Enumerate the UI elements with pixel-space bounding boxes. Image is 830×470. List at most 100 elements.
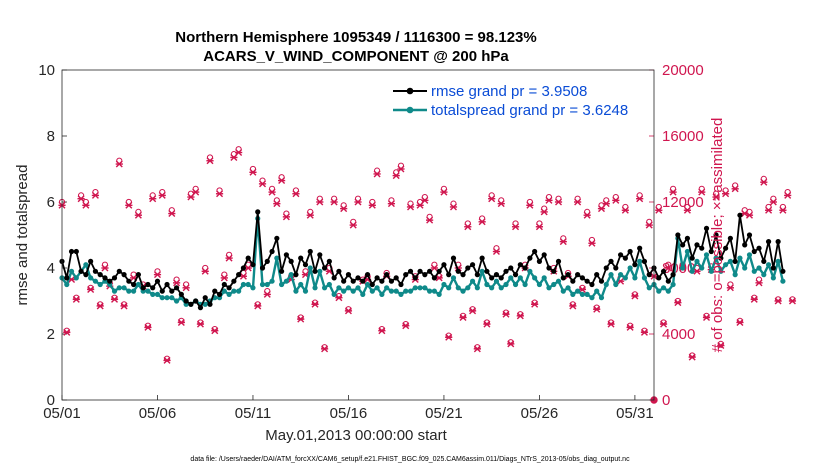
rmse-point <box>575 272 581 278</box>
rmse-point <box>259 265 266 271</box>
rmse-point <box>727 235 733 241</box>
totalspread-point <box>708 268 714 274</box>
x-tick-label: 05/16 <box>330 405 368 422</box>
x-tick-label: 05/21 <box>425 405 463 422</box>
obs-assimilated-point <box>77 195 85 203</box>
totalspread-point <box>536 281 543 288</box>
y-right-tick-label: 16000 <box>662 128 704 145</box>
rmse-point <box>660 268 667 274</box>
rmse-point <box>398 281 404 288</box>
totalspread-point <box>775 258 781 264</box>
rmse-point <box>73 248 79 255</box>
obs-assimilated-point <box>784 191 792 199</box>
rmse-point <box>527 255 533 261</box>
totalspread-point <box>455 285 461 291</box>
obs-assimilated-point <box>488 195 496 203</box>
obs-assimilated-point <box>468 307 477 315</box>
y-right-tick-label: 4000 <box>662 326 695 343</box>
totalspread-point <box>407 288 414 294</box>
obs-assimilated-point <box>722 190 730 198</box>
x-tick-label: 05/01 <box>43 405 81 422</box>
obs-assimilated-point <box>526 201 534 209</box>
totalspread-point <box>97 281 103 288</box>
rmse-point <box>336 268 342 274</box>
rmse-point <box>756 245 762 251</box>
totalspread-point <box>527 268 533 274</box>
obs-assimilated-point <box>607 320 615 328</box>
rmse-point <box>765 239 772 245</box>
totalspread-point <box>302 288 309 294</box>
obs-assimilated-point <box>387 200 396 208</box>
rmse-point <box>579 275 585 281</box>
rmse-point <box>374 275 380 281</box>
rmse-point <box>412 275 418 281</box>
rmse-point <box>350 278 356 284</box>
rmse-point <box>560 275 566 281</box>
obs-assimilated-point <box>626 323 634 331</box>
obs-assimilated-point <box>177 318 185 326</box>
totalspread-point <box>427 288 433 294</box>
obs-assimilated-point <box>559 238 567 246</box>
obs-assimilated-point <box>316 198 324 206</box>
rmse-point <box>212 288 218 294</box>
rmse-point <box>498 275 504 281</box>
obs-assimilated-point <box>273 200 281 208</box>
totalspread-point <box>236 288 242 294</box>
totalspread-point <box>637 258 643 264</box>
totalspread-point <box>393 288 399 294</box>
rmse-point <box>436 268 442 274</box>
obs-assimilated-point <box>239 272 248 280</box>
y-right-tick-label: 0 <box>662 392 670 409</box>
rmse-point <box>269 248 275 255</box>
obs-assimilated-point <box>449 203 458 211</box>
totalspread-point <box>512 281 519 288</box>
obs-assimilated-point <box>664 264 672 272</box>
totalspread-point <box>64 281 70 288</box>
obs-assimilated-point <box>702 314 711 321</box>
obs-assimilated-point <box>220 274 228 282</box>
rmse-point <box>508 265 514 271</box>
obs-assimilated-point <box>464 223 472 231</box>
rmse-point <box>116 268 122 274</box>
obs-assimilated-point <box>535 223 544 231</box>
obs-assimilated-point <box>636 195 644 203</box>
rmse-point <box>250 262 256 268</box>
totalspread-point <box>446 285 452 291</box>
totalspread-point <box>412 285 418 291</box>
obs-assimilated-point <box>750 295 758 303</box>
obs-assimilated-point <box>593 305 601 313</box>
totalspread-point <box>746 252 753 258</box>
totalspread-point <box>723 262 729 268</box>
totalspread-point <box>384 285 390 291</box>
totalspread-point <box>479 268 485 274</box>
rmse-point <box>474 272 480 278</box>
obs-assimilated-point <box>769 198 777 206</box>
rmse-point <box>584 278 590 284</box>
totalspread-point <box>727 258 733 264</box>
obs-assimilated-point <box>574 198 582 206</box>
obs-assimilated-point <box>483 320 491 328</box>
obs-assimilated-point <box>311 300 319 308</box>
obs-assimilated-point <box>583 211 591 219</box>
rmse-point <box>197 305 204 311</box>
totalspread-point <box>173 298 180 304</box>
rmse-point <box>723 245 729 251</box>
totalspread-point <box>293 288 299 294</box>
rmse-point <box>594 272 600 278</box>
rmse-point <box>637 245 643 251</box>
rmse-point <box>312 268 318 274</box>
rmse-point <box>121 272 127 278</box>
totalspread-point <box>575 288 581 294</box>
rmse-point <box>78 268 84 274</box>
totalspread-point <box>355 285 361 291</box>
rmse-point <box>512 272 519 278</box>
obs-assimilated-point <box>91 191 100 199</box>
footer-data-file: data file: /Users/raeder/DAI/ATM_forcXX/… <box>190 456 630 463</box>
obs-assimilated-point <box>378 327 386 335</box>
totalspread-point <box>584 291 590 297</box>
obs-assimilated-point <box>354 198 362 206</box>
totalspread-point <box>250 285 256 291</box>
totalspread-point <box>780 278 786 284</box>
obs-assimilated-point <box>368 201 376 209</box>
obs-assimilated-point <box>554 198 563 206</box>
